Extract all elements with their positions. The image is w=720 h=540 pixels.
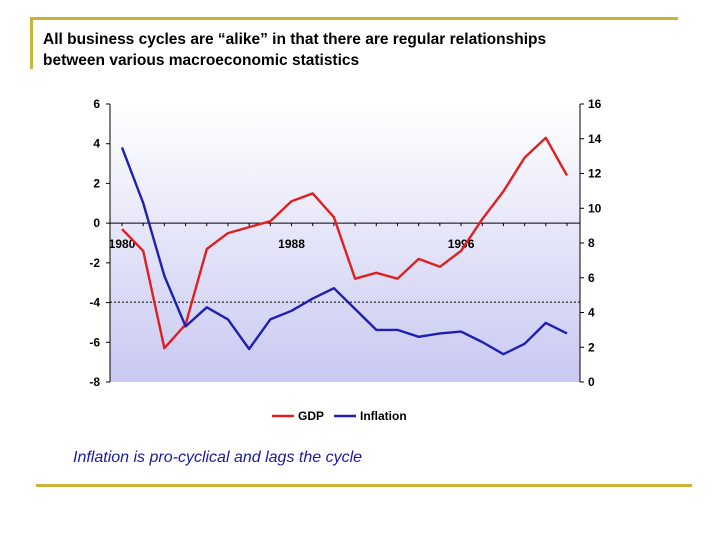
right-tick-label: 14: [588, 132, 602, 146]
right-tick-label: 2: [588, 340, 595, 354]
series-line-gdp: [121, 136, 569, 350]
bottom-accent-rule: [36, 484, 692, 487]
x-tick-label: 1988: [278, 237, 305, 251]
right-tick-label: 6: [588, 271, 595, 285]
left-accent-rule: [30, 17, 33, 69]
top-accent-rule: [30, 17, 678, 20]
slide-title: All business cycles are “alike” in that …: [43, 29, 683, 71]
legend-label-inflation: Inflation: [360, 409, 407, 423]
left-tick-label: 2: [93, 176, 100, 190]
legend-label-gdp: GDP: [298, 409, 324, 423]
left-tick-label: 0: [93, 216, 100, 230]
right-tick-label: 0: [588, 375, 595, 389]
left-tick-label: -6: [89, 335, 100, 349]
right-tick-label: 12: [588, 167, 602, 181]
x-tick-label: 1980: [109, 237, 136, 251]
left-tick-label: -2: [89, 256, 100, 270]
right-tick-label: 4: [588, 306, 595, 320]
left-tick-label: -8: [89, 375, 100, 389]
right-tick-label: 10: [588, 201, 602, 215]
left-tick-label: -4: [89, 296, 100, 310]
plot-area: [110, 104, 580, 382]
right-tick-label: 8: [588, 236, 595, 250]
left-tick-label: 6: [93, 97, 100, 111]
slide-title-line2: between various macroeconomic statistics: [43, 52, 360, 69]
right-tick-label: 16: [588, 97, 602, 111]
series-line-inflation: [120, 146, 568, 356]
slide-title-line1: All business cycles are “alike” in that …: [43, 31, 547, 48]
left-tick-label: 4: [93, 137, 100, 151]
slide-caption: Inflation is pro-cyclical and lags the c…: [73, 449, 363, 466]
